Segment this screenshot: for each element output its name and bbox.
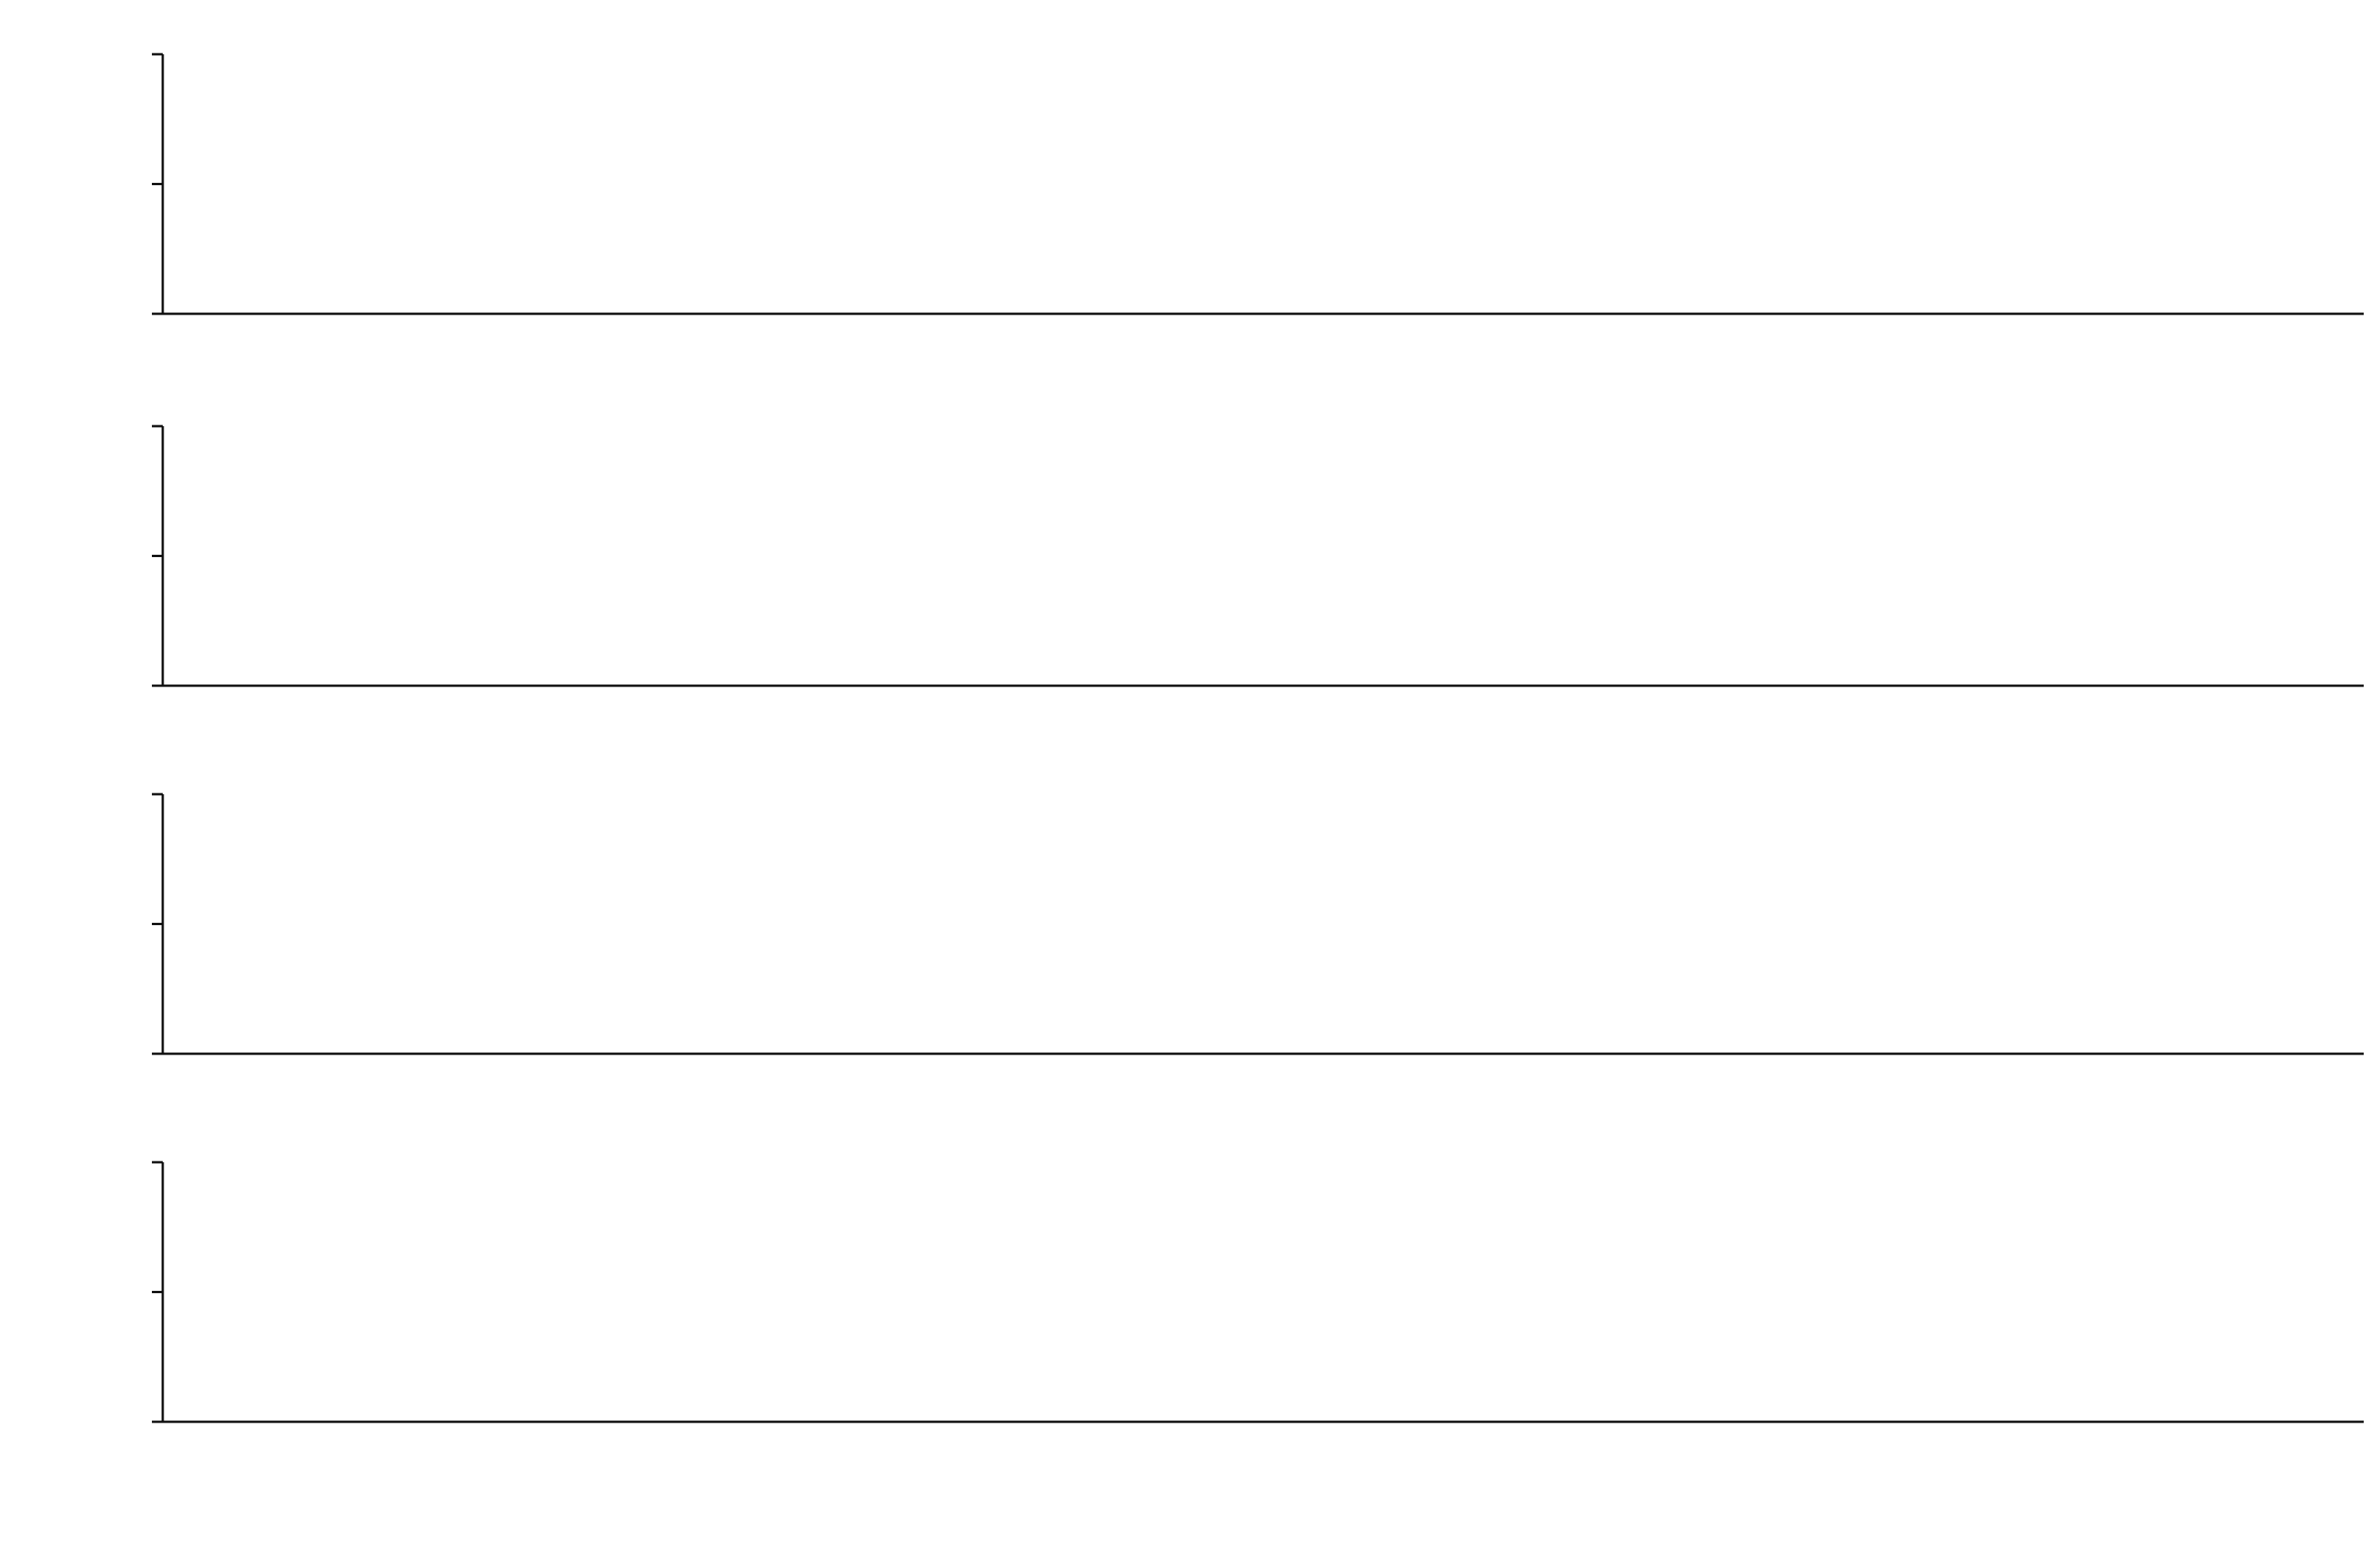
panels-group: [152, 53, 2364, 1423]
panel-1: [152, 425, 2364, 687]
panel-2: [152, 793, 2364, 1055]
panel-3: [152, 1161, 2364, 1423]
panel-0: [152, 53, 2364, 315]
